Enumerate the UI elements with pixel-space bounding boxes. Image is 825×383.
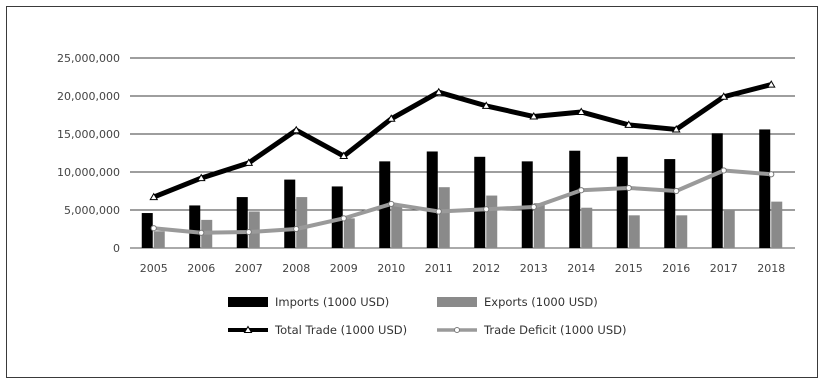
legend-item-total-trade: Total Trade (1000 USD) xyxy=(228,323,407,337)
point-total-trade-2014 xyxy=(576,107,586,115)
line-series xyxy=(149,80,776,236)
x-tick-label: 2009 xyxy=(330,262,358,275)
y-tick-label: 20,000,000 xyxy=(57,90,120,103)
bar-exports-2008 xyxy=(296,197,308,248)
x-tick-label: 2007 xyxy=(235,262,263,275)
point-trade-deficit-2011 xyxy=(435,208,442,215)
grid-lines xyxy=(130,57,795,249)
bar-exports-2016 xyxy=(676,215,688,248)
bar-imports-2008 xyxy=(284,179,296,248)
point-total-trade-2015 xyxy=(624,120,634,128)
point-trade-deficit-2006 xyxy=(198,229,205,236)
point-trade-deficit-2017 xyxy=(720,167,727,174)
x-tick-label: 2012 xyxy=(472,262,500,275)
bar-exports-2009 xyxy=(343,218,355,248)
y-tick-label: 10,000,000 xyxy=(57,166,120,179)
x-tick-label: 2018 xyxy=(757,262,785,275)
y-tick-label: 5,000,000 xyxy=(64,204,120,217)
bar-imports-2018 xyxy=(759,129,771,248)
x-tick-label: 2014 xyxy=(567,262,595,275)
point-trade-deficit-2008 xyxy=(293,225,300,233)
point-total-trade-2008 xyxy=(291,125,301,134)
point-total-trade-2010 xyxy=(386,114,396,122)
point-total-trade-2013 xyxy=(529,112,539,120)
point-total-trade-2011 xyxy=(434,87,444,96)
legend-label: Trade Deficit (1000 USD) xyxy=(483,323,626,337)
x-tick-label: 2005 xyxy=(140,262,168,275)
point-total-trade-2018 xyxy=(766,80,776,88)
x-axis-ticks: 2005 2006 2007 2008 2009 2010 2011 2012 2013 2014… xyxy=(140,262,786,275)
legend: Imports (1000 USD) Exports (1000 USD) Tota… xyxy=(228,295,626,337)
point-trade-deficit-2014 xyxy=(578,187,585,194)
y-tick-label: 15,000,000 xyxy=(57,128,120,141)
bar-exports-2014 xyxy=(581,207,593,248)
y-tick-label: 0 xyxy=(113,242,120,255)
x-tick-label: 2010 xyxy=(377,262,405,275)
bar-series xyxy=(141,129,783,248)
legend-label: Exports (1000 USD) xyxy=(484,295,598,309)
legend-marker xyxy=(243,325,253,333)
point-total-trade-2006 xyxy=(196,173,206,182)
bar-imports-2007 xyxy=(236,197,248,248)
x-tick-label: 2016 xyxy=(662,262,690,275)
chart-frame xyxy=(6,6,818,378)
bar-imports-2005 xyxy=(141,213,153,248)
point-total-trade-2009 xyxy=(339,151,349,160)
point-trade-deficit-2005 xyxy=(150,225,157,232)
x-tick-label: 2017 xyxy=(710,262,738,275)
bar-imports-2012 xyxy=(474,156,486,248)
point-total-trade-2005 xyxy=(149,192,159,201)
x-tick-label: 2006 xyxy=(187,262,215,275)
point-trade-deficit-2012 xyxy=(483,206,490,213)
point-trade-deficit-2010 xyxy=(388,200,395,208)
x-tick-label: 2008 xyxy=(282,262,310,275)
bar-exports-2018 xyxy=(771,201,783,248)
y-axis-ticks: 0 5,000,000 10,000,000 15,000,000 20,000,000… xyxy=(57,52,120,255)
point-trade-deficit-2013 xyxy=(530,203,537,211)
bar-imports-2013 xyxy=(521,161,533,248)
point-trade-deficit-2018 xyxy=(768,171,775,178)
legend-item-exports: Exports (1000 USD) xyxy=(437,295,598,309)
legend-marker xyxy=(454,327,460,333)
legend-item-imports: Imports (1000 USD) xyxy=(228,295,389,309)
point-trade-deficit-2016 xyxy=(673,187,680,195)
point-total-trade-2017 xyxy=(719,92,729,100)
point-total-trade-2016 xyxy=(671,124,681,133)
bar-imports-2016 xyxy=(664,159,676,248)
legend-swatch xyxy=(228,297,268,307)
bar-imports-2014 xyxy=(569,150,581,248)
x-tick-label: 2011 xyxy=(425,262,453,275)
bar-imports-2017 xyxy=(711,133,723,248)
legend-swatch xyxy=(437,297,477,307)
bar-imports-2011 xyxy=(426,151,438,248)
point-total-trade-2007 xyxy=(244,158,254,166)
bar-imports-2006 xyxy=(189,205,201,248)
bar-exports-2005 xyxy=(153,231,165,248)
line-trade-deficit xyxy=(153,168,772,235)
bar-exports-2011 xyxy=(438,187,450,248)
bar-exports-2012 xyxy=(486,195,498,248)
y-tick-label: 25,000,000 xyxy=(57,52,120,65)
legend-label: Total Trade (1000 USD) xyxy=(274,323,407,337)
bar-exports-2015 xyxy=(628,215,640,248)
line-total-trade xyxy=(152,82,772,200)
point-trade-deficit-2015 xyxy=(625,184,632,192)
legend-item-trade-deficit: Trade Deficit (1000 USD) xyxy=(437,323,626,337)
bar-exports-2010 xyxy=(391,205,403,248)
x-tick-label: 2013 xyxy=(520,262,548,275)
bar-imports-2015 xyxy=(616,156,628,248)
point-trade-deficit-2007 xyxy=(245,228,252,236)
bar-imports-2009 xyxy=(331,186,343,248)
legend-label: Imports (1000 USD) xyxy=(275,295,389,309)
bar-exports-2013 xyxy=(533,203,545,248)
point-total-trade-2012 xyxy=(481,101,491,109)
x-tick-label: 2015 xyxy=(615,262,643,275)
point-trade-deficit-2009 xyxy=(340,215,347,222)
bar-exports-2017 xyxy=(723,210,735,248)
